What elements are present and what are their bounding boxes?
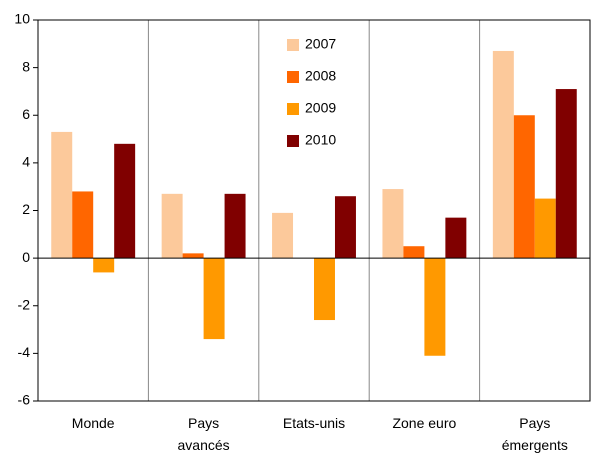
- bar: [314, 258, 335, 321]
- x-tick-label: Etats-unis: [282, 415, 346, 431]
- bar: [182, 253, 204, 259]
- legend-label: 2008: [305, 68, 336, 84]
- y-tick-label: 2: [22, 201, 30, 217]
- y-tick-label: 0: [22, 249, 30, 265]
- bar: [114, 143, 136, 259]
- y-tick-label: 8: [22, 58, 30, 74]
- y-tick-label: -4: [18, 344, 31, 360]
- bar: [424, 258, 446, 356]
- x-tick-label: Pays émergents: [501, 415, 568, 453]
- bar: [534, 198, 556, 259]
- bar: [93, 258, 115, 273]
- y-tick-label: 4: [22, 154, 30, 170]
- bar: [224, 193, 246, 259]
- bar: [445, 217, 467, 259]
- y-tick-label: -2: [18, 296, 31, 312]
- x-tick-label: Monde: [71, 415, 115, 431]
- bar: [51, 131, 73, 259]
- legend-label: 2010: [305, 132, 336, 148]
- legend-label: 2009: [305, 100, 336, 116]
- bar: [203, 258, 225, 340]
- legend-swatch: [287, 39, 299, 51]
- bar: [382, 189, 404, 259]
- legend-swatch: [287, 71, 299, 83]
- legend-swatch: [287, 135, 299, 147]
- legend-label: 2007: [305, 36, 336, 52]
- x-tick-label: Pays avancés: [177, 415, 230, 453]
- y-tick-label: 6: [22, 106, 30, 122]
- bar: [72, 191, 94, 259]
- bar: [555, 89, 577, 259]
- y-tick-label: 10: [14, 11, 30, 27]
- bar: [403, 246, 425, 259]
- bar: [492, 50, 514, 259]
- bar: [513, 115, 535, 259]
- y-tick-label: -6: [18, 392, 31, 408]
- legend-swatch: [287, 103, 299, 115]
- bar: [161, 193, 183, 259]
- plot-border: [37, 19, 591, 402]
- bar: [334, 196, 356, 259]
- bar: [272, 212, 294, 259]
- x-tick-label: Zone euro: [392, 415, 457, 431]
